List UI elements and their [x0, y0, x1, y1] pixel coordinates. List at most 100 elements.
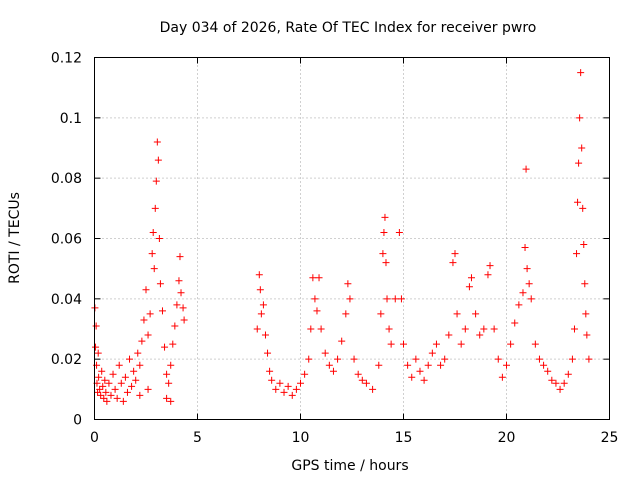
data-point: [109, 370, 117, 378]
data-point: [494, 355, 502, 363]
data-point: [578, 144, 586, 152]
y-tick-label: 0.1: [60, 111, 82, 127]
data-point: [467, 274, 475, 282]
data-point: [531, 340, 539, 348]
data-point: [412, 355, 420, 363]
data-point: [165, 379, 173, 387]
y-tick-label: 0: [73, 413, 82, 429]
x-tick-label: 10: [292, 430, 310, 446]
data-point: [350, 355, 358, 363]
data-point: [498, 373, 506, 381]
data-point: [99, 382, 107, 390]
data-point: [380, 228, 388, 236]
data-point: [507, 340, 515, 348]
data-point: [416, 367, 424, 375]
y-tick-label: 0.12: [51, 51, 82, 67]
data-point: [570, 325, 578, 333]
data-point: [179, 304, 187, 312]
data-point: [100, 394, 108, 402]
data-point: [154, 156, 162, 164]
data-point: [490, 325, 498, 333]
data-point: [297, 379, 304, 387]
data-point: [397, 295, 405, 303]
data-point: [121, 373, 129, 381]
data-point: [369, 385, 377, 393]
data-point: [457, 340, 465, 348]
x-tick-label: 25: [601, 430, 619, 446]
x-axis-label: GPS time / hours: [291, 458, 408, 474]
data-point: [144, 331, 152, 339]
data-point: [400, 340, 407, 348]
data-point: [163, 370, 171, 378]
data-point: [119, 397, 127, 405]
data-point: [180, 316, 188, 324]
data-point: [315, 274, 323, 282]
data-point: [173, 301, 181, 309]
data-point: [540, 361, 548, 369]
data-point: [583, 331, 591, 339]
data-point: [437, 361, 445, 369]
data-point: [535, 355, 543, 363]
data-point: [149, 228, 157, 236]
data-point: [354, 370, 362, 378]
data-point: [301, 370, 309, 378]
data-point: [511, 319, 519, 327]
data-point: [358, 376, 366, 384]
data-point: [321, 349, 329, 357]
data-point: [167, 397, 175, 405]
data-point: [445, 331, 453, 339]
x-tick-label: 20: [498, 430, 516, 446]
data-point: [126, 355, 134, 363]
data-point: [115, 361, 123, 369]
data-point: [580, 241, 588, 249]
data-point: [309, 274, 317, 282]
data-point: [522, 165, 530, 173]
data-point: [153, 138, 161, 146]
data-point: [136, 391, 144, 399]
data-point: [385, 325, 393, 333]
data-point: [521, 244, 529, 252]
data-point: [404, 361, 412, 369]
data-point: [101, 376, 109, 384]
data-point: [582, 310, 590, 318]
data-point: [576, 114, 584, 122]
data-point: [342, 310, 350, 318]
data-point: [136, 361, 144, 369]
data-point: [266, 367, 274, 375]
data-point: [568, 355, 576, 363]
data-point: [453, 310, 461, 318]
data-point: [134, 349, 142, 357]
data-point: [98, 367, 106, 375]
data-point: [486, 262, 494, 270]
x-tick-label: 5: [193, 430, 202, 446]
data-point: [556, 385, 564, 393]
data-point: [334, 355, 342, 363]
data-point: [391, 295, 399, 303]
data-point: [144, 385, 152, 393]
grid: [94, 57, 610, 420]
data-point: [150, 265, 158, 273]
data-point: [317, 325, 325, 333]
data-points: [91, 69, 593, 405]
data-point: [395, 228, 403, 236]
data-point: [344, 280, 352, 288]
data-point: [377, 310, 385, 318]
data-point: [261, 331, 269, 339]
data-point: [102, 388, 110, 396]
data-point: [573, 250, 581, 258]
data-point: [313, 307, 321, 315]
data-point: [105, 379, 113, 387]
data-point: [97, 391, 105, 399]
data-point: [280, 388, 288, 396]
data-point: [92, 322, 100, 330]
data-point: [177, 289, 185, 297]
data-point: [519, 289, 527, 297]
data-point: [138, 337, 146, 345]
data-point: [272, 385, 280, 393]
data-point: [503, 361, 510, 369]
data-point: [480, 325, 488, 333]
data-point: [276, 379, 284, 387]
data-point: [142, 286, 150, 294]
data-point: [560, 379, 568, 387]
